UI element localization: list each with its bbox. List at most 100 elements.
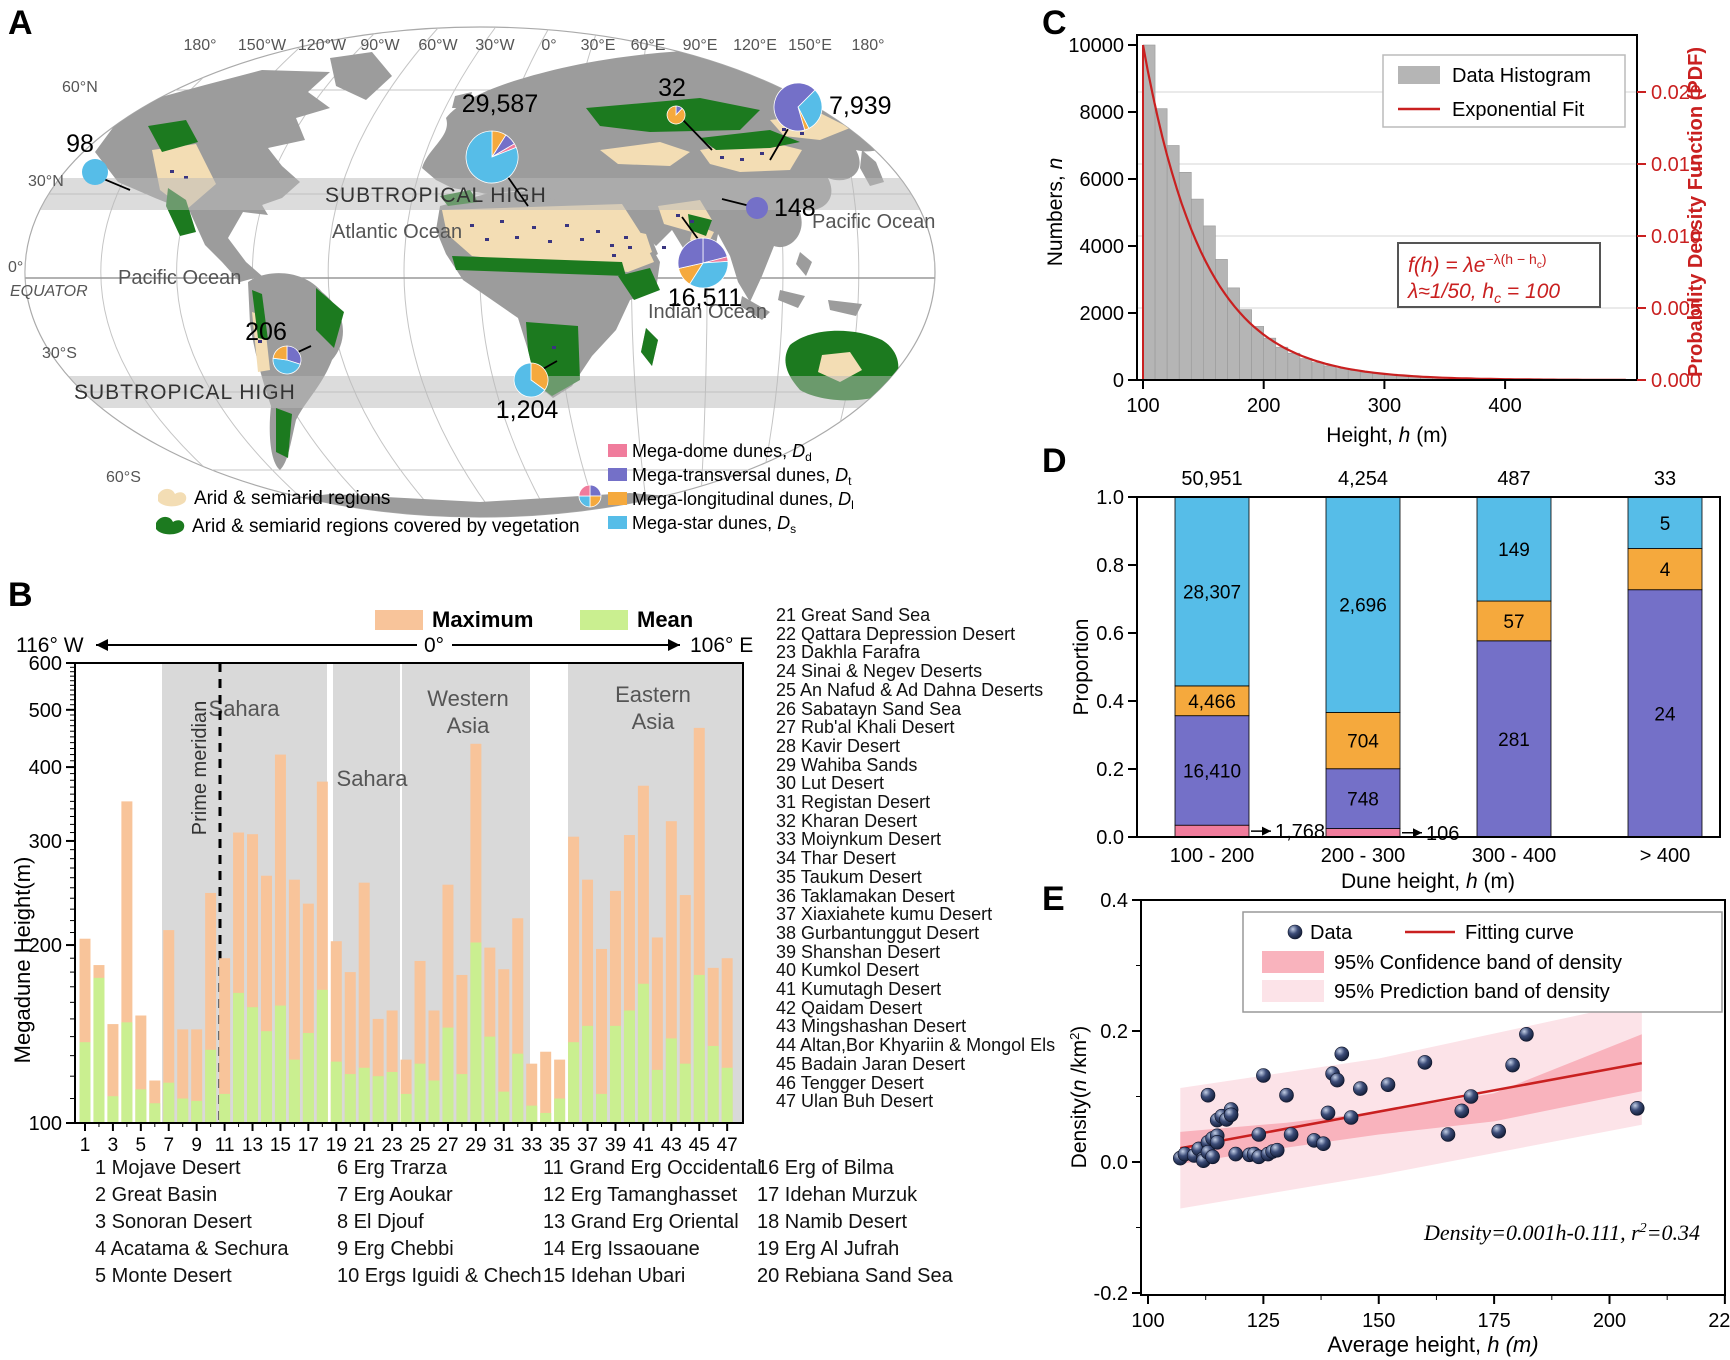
dune-legend-swatch-transversal (608, 468, 627, 481)
bar-maximum (540, 1051, 552, 1123)
pie-value-label: 32 (658, 74, 686, 102)
bar-mean (707, 1045, 719, 1123)
data-point (1343, 1110, 1359, 1125)
desert-list-item: 17 Idehan Murzuk (757, 1184, 918, 1206)
bar-maximum (163, 930, 175, 1123)
b-legend-swatch-mean (580, 610, 628, 630)
c-ytick: 2000 (1080, 303, 1125, 325)
desert-list-item: 12 Erg Tamanghasset (543, 1184, 738, 1206)
desert-list-item: 29 Wahiba Sands (776, 754, 918, 775)
e-legend-swatch-pred (1262, 980, 1324, 1002)
c-y2tick: 0.000 (1651, 370, 1701, 392)
pie-slice-longitudinal (666, 105, 686, 125)
bar-mean (693, 974, 705, 1123)
bar-maximum (386, 1010, 398, 1123)
region-label: Asia (632, 709, 676, 734)
dune-speckle (628, 246, 632, 249)
d-ytick: 0.0 (1096, 827, 1124, 849)
desert-list-item: 31 Registan Desert (776, 792, 931, 813)
d-arrow (1413, 828, 1422, 838)
veg-brazil (316, 288, 344, 348)
e-legend-fit: Fitting curve (1465, 922, 1574, 944)
desert-list-item: 28 Kavir Desert (776, 735, 901, 756)
e-xtick: 150 (1362, 1310, 1395, 1332)
bar-mean (149, 1103, 161, 1123)
bar-maximum (414, 960, 426, 1123)
pie-value-label: 1,204 (496, 396, 559, 424)
path (327, 27, 439, 517)
bar-mean (651, 1069, 663, 1123)
data-point (1269, 1142, 1285, 1158)
data-point (1279, 1087, 1294, 1103)
pie-slice-transversal (773, 82, 816, 132)
area-legend-label: Arid & semiarid regions (194, 488, 390, 509)
desert-list-item: 44 Altan,Bor Khyariin & Mongol Els (776, 1035, 1056, 1056)
d-segment-value: 24 (1654, 704, 1676, 725)
e-xtick: 100 (1131, 1310, 1164, 1332)
desert-list-item: 7 Erg Aoukar (337, 1184, 453, 1206)
dune-legend-label: Mega-longitudinal dunes, Dl (632, 489, 854, 512)
b-ytick: 100 (29, 1113, 62, 1135)
longitude-label: 30°W (475, 37, 515, 54)
c-ytick: 6000 (1080, 169, 1125, 191)
e-plot-border (1140, 899, 1726, 1296)
bar-maximum (498, 969, 510, 1123)
b-xtick: 29 (465, 1135, 486, 1156)
bar-mean (623, 1010, 635, 1123)
panel-b-label: B (8, 576, 33, 614)
dune-speckle (552, 346, 556, 349)
map-pie-206 (272, 345, 312, 375)
data-point (1380, 1077, 1396, 1092)
d-segment-transversal (1627, 589, 1703, 838)
d-arrow (1262, 826, 1271, 836)
d-xtick: 100 - 200 (1170, 845, 1255, 867)
panel-a-map: 180° 150°W 120°W 90°W 60°W 30°W 0° 30°E 60°E 90°E… (8, 26, 936, 537)
b-xtick: 25 (409, 1135, 430, 1156)
e-xtick: 200 (1593, 1310, 1626, 1332)
b-xtick: 19 (326, 1135, 347, 1156)
pie-slice-longitudinal (530, 362, 549, 391)
veg-horn-africa (618, 268, 660, 300)
b-xtick: 3 (108, 1135, 119, 1156)
dune-speckle (485, 238, 489, 241)
bar-maximum (135, 1015, 147, 1123)
veg-kazakh (700, 130, 800, 150)
c-y2tick: 0.005 (1651, 298, 1701, 320)
panel-d-chart: 16,410 4,466 28,307 50,951 100 - 200 748 704 2,… (1070, 468, 1721, 893)
c-y2tick: 0.020 (1651, 82, 1701, 104)
pie-slice-star (513, 362, 546, 398)
desert-list-item: 11 Grand Erg Occidental (543, 1157, 762, 1179)
bar-mean (330, 1061, 342, 1123)
d-plot-border (1136, 496, 1721, 838)
b-plot-border (74, 662, 744, 1124)
desert-list-col-4: 16 Erg of Bilma 17 Idehan Murzuk 18 Namib … (757, 1155, 953, 1290)
desert-list-item: 41 Kumutagh Desert (776, 979, 942, 1000)
pie-slice-transversal (677, 237, 704, 269)
dune-legend-label: Mega-dome dunes, Dd (632, 441, 812, 464)
subtropical-band-north (25, 178, 935, 210)
bar-maximum (233, 832, 245, 1123)
veg-us-west (148, 120, 198, 152)
pie-slice-star (272, 357, 301, 375)
desert-list-item: 23 Dakhla Farafra (776, 642, 921, 663)
bar-maximum (693, 727, 705, 1123)
longitude-label: 150°W (238, 37, 287, 54)
b-xtick: 45 (689, 1135, 710, 1156)
data-point (1316, 1136, 1331, 1151)
bar-maximum (456, 974, 468, 1123)
bar-mean (260, 1031, 272, 1123)
b-ytick: 400 (29, 757, 62, 779)
b-ytick: 200 (29, 935, 62, 957)
b-xtick: 9 (191, 1135, 202, 1156)
data-point (1519, 1027, 1534, 1042)
desert-list-item: 45 Badain Jaran Desert (776, 1053, 966, 1074)
dune-speckle (515, 236, 519, 239)
hist-bar (1359, 371, 1373, 381)
dune-speckle (596, 230, 600, 233)
desert-list-item: 26 Sabatayn Sand Sea (776, 698, 962, 719)
d-segment-value: 748 (1347, 790, 1379, 811)
panel-b-chart: 116° W 0° 106° ESaharaSaharaWesternAsiaEas… (10, 607, 753, 1156)
data-point (1200, 1087, 1216, 1103)
desert-list-item: 22 Qattara Depression Desert (776, 623, 1016, 644)
dune-speckle (532, 226, 536, 229)
